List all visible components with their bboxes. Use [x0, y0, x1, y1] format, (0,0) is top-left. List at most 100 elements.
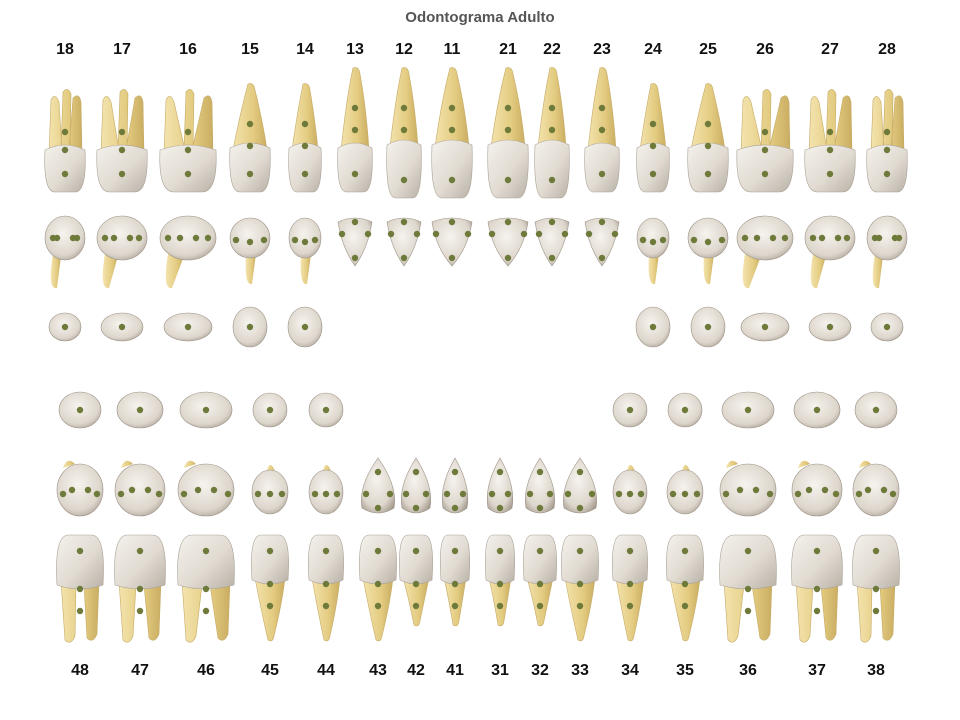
crown: [229, 142, 271, 193]
crown: [177, 463, 235, 517]
root: [870, 89, 905, 155]
root: [669, 577, 701, 642]
surface-marker: [496, 602, 504, 610]
surface-marker: [351, 218, 359, 226]
tooth-13-side: [337, 67, 373, 193]
tooth-48-cross-section: [58, 391, 102, 429]
surface-marker: [752, 486, 760, 494]
tooth-number-33: 33: [571, 662, 589, 679]
surface-marker: [693, 490, 701, 498]
tooth-13-occlusal: [337, 217, 373, 267]
tooth-33-occlusal: [563, 457, 597, 514]
surface-marker: [260, 236, 268, 244]
root: [703, 254, 714, 285]
tooth-26-occlusal: [736, 215, 794, 289]
tooth-number-16: 16: [179, 41, 197, 58]
surface-marker: [659, 236, 667, 244]
tooth-42-occlusal: [401, 457, 431, 514]
surface-marker: [704, 142, 712, 150]
tooth-44-occlusal: [308, 465, 344, 515]
tooth-26-side: [736, 89, 794, 193]
crown: [96, 215, 148, 261]
crown: [584, 217, 620, 267]
surface-marker: [118, 128, 126, 136]
surface-marker: [536, 547, 544, 555]
tooth-36-side: [719, 534, 777, 643]
tooth-46-occlusal: [177, 460, 235, 517]
crown: [487, 139, 529, 199]
tooth-16-side: [159, 89, 217, 193]
surface-marker: [585, 230, 593, 238]
crown: [56, 463, 104, 517]
crown: [337, 217, 373, 267]
surface-marker: [639, 236, 647, 244]
surface-marker: [301, 120, 309, 128]
surface-marker: [548, 126, 556, 134]
tooth-25-occlusal: [687, 217, 729, 285]
surface-marker: [76, 547, 84, 555]
surface-marker: [496, 547, 504, 555]
root: [740, 89, 791, 155]
surface-marker: [311, 236, 319, 244]
surface-marker: [681, 602, 689, 610]
surface-marker: [690, 236, 698, 244]
root: [63, 460, 75, 468]
surface-marker: [400, 104, 408, 112]
surface-marker: [333, 490, 341, 498]
crown: [56, 534, 104, 590]
tooth-number-48: 48: [71, 662, 89, 679]
surface-marker: [412, 547, 420, 555]
tooth-number-22: 22: [543, 41, 561, 58]
root: [402, 577, 430, 627]
surface-marker: [704, 120, 712, 128]
surface-marker: [496, 580, 504, 588]
root: [48, 89, 83, 155]
surface-marker: [681, 547, 689, 555]
crown: [159, 215, 217, 261]
crown: [44, 215, 86, 261]
crown: [687, 142, 729, 193]
surface-marker: [128, 486, 136, 494]
surface-marker: [464, 230, 472, 238]
surface-marker: [669, 490, 677, 498]
surface-marker: [459, 490, 467, 498]
surface-marker: [246, 142, 254, 150]
surface-marker: [536, 468, 544, 476]
crown: [736, 215, 794, 261]
surface-marker: [412, 468, 420, 476]
crown: [114, 534, 166, 590]
crown: [525, 457, 555, 514]
surface-marker: [448, 104, 456, 112]
surface-marker: [813, 406, 821, 414]
surface-marker: [813, 547, 821, 555]
surface-marker: [504, 104, 512, 112]
crown: [288, 217, 322, 259]
surface-marker: [761, 146, 769, 154]
tooth-number-41: 41: [446, 662, 464, 679]
surface-marker: [68, 486, 76, 494]
surface-marker: [301, 323, 309, 331]
surface-marker: [741, 234, 749, 242]
crown: [359, 534, 397, 585]
surface-marker: [136, 547, 144, 555]
root: [60, 580, 100, 643]
tooth-number-21: 21: [499, 41, 517, 58]
surface-marker: [224, 490, 232, 498]
surface-marker: [504, 218, 512, 226]
surface-marker: [526, 490, 534, 498]
surface-marker: [84, 486, 92, 494]
surface-marker: [598, 170, 606, 178]
tooth-number-24: 24: [644, 41, 662, 58]
surface-marker: [204, 234, 212, 242]
surface-marker: [374, 602, 382, 610]
tooth-17-occlusal: [96, 215, 148, 289]
tooth-21-side: [487, 67, 529, 199]
crown: [852, 534, 900, 590]
surface-marker: [769, 234, 777, 242]
crown: [337, 142, 373, 193]
surface-marker: [704, 170, 712, 178]
surface-marker: [194, 486, 202, 494]
tooth-17-side: [96, 89, 148, 193]
tooth-36-cross-section: [721, 391, 775, 429]
